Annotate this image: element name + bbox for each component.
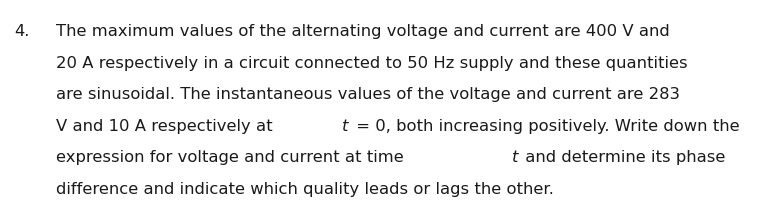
Text: difference and indicate which quality leads or lags the other.: difference and indicate which quality le… [56,181,554,196]
Text: V and 10 A respectively at: V and 10 A respectively at [56,118,278,133]
Text: The maximum values of the alternating voltage and current are 400 V and: The maximum values of the alternating vo… [56,24,670,39]
Text: and determine its phase: and determine its phase [520,149,725,164]
Text: expression for voltage and current at time: expression for voltage and current at ti… [56,149,409,164]
Text: 4.: 4. [14,24,30,39]
Text: are sinusoidal. The instantaneous values of the voltage and current are 283: are sinusoidal. The instantaneous values… [56,87,680,102]
Text: 20 A respectively in a circuit connected to 50 Hz supply and these quantities: 20 A respectively in a circuit connected… [56,56,688,70]
Text: = 0, both increasing positively. Write down the: = 0, both increasing positively. Write d… [351,118,739,133]
Text: t: t [511,149,518,164]
Text: t: t [342,118,349,133]
